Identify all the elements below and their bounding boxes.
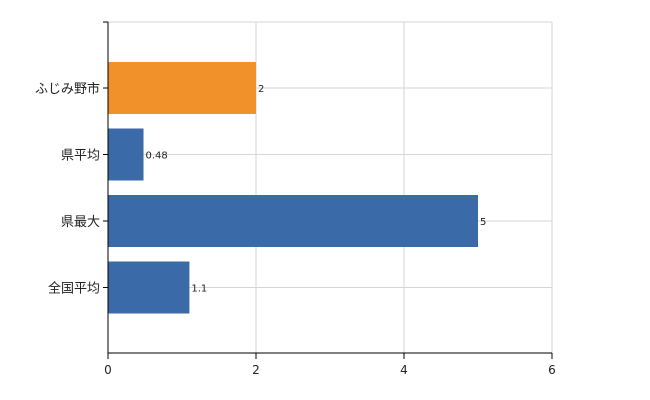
- data-label-3: 1.1: [191, 284, 207, 295]
- bar-0: [108, 62, 256, 114]
- x-tick-label-4: 4: [400, 363, 408, 377]
- x-tick-label-2: 2: [252, 363, 260, 377]
- category-label-1: 県平均: [61, 149, 100, 164]
- x-tick-label-6: 6: [548, 363, 556, 377]
- data-label-1: 0.48: [146, 151, 168, 162]
- axes: [103, 21, 553, 359]
- bars: [108, 62, 478, 314]
- bar-3: [108, 261, 190, 314]
- data-label-0: 2: [258, 84, 264, 95]
- category-label-2: 県最大: [61, 215, 100, 230]
- category-label-3: 全国平均: [48, 281, 100, 297]
- bar-2: [108, 195, 478, 247]
- x-tick-label-0: 0: [104, 363, 112, 377]
- category-label-0: ふじみ野市: [35, 81, 100, 97]
- bar-1: [108, 128, 144, 181]
- data-label-2: 5: [480, 217, 486, 228]
